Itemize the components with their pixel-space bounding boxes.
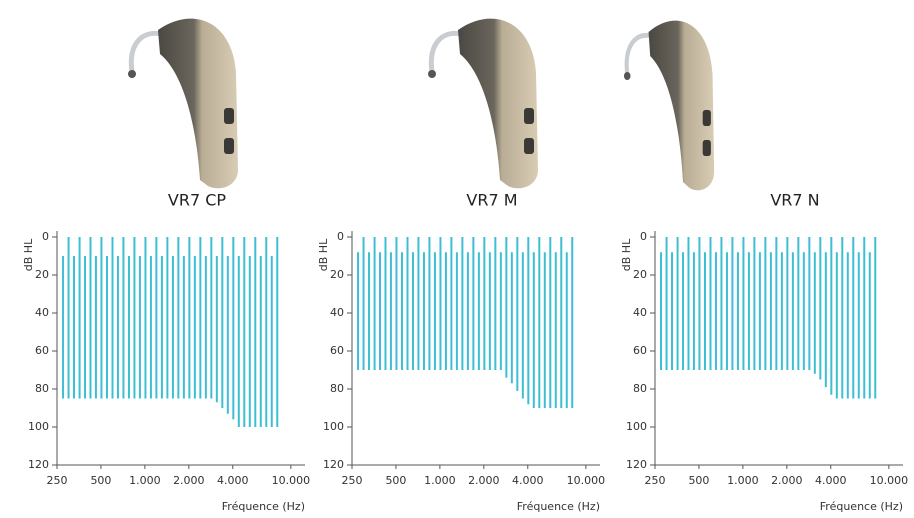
chart-title: VR7 N	[770, 191, 819, 210]
x-tick-label: 2.000	[468, 474, 500, 487]
x-tick-label: 250	[342, 474, 363, 487]
x-tick-label: 4.000	[815, 474, 847, 487]
y-tick-label: 20	[633, 268, 647, 281]
x-axis-label: Fréquence (Hz)	[820, 500, 903, 513]
y-tick-label: 0	[337, 230, 344, 243]
x-tick-label: 10.000	[870, 474, 909, 487]
x-axis-label: Fréquence (Hz)	[517, 500, 600, 513]
y-tick-label: 60	[330, 344, 344, 357]
x-tick-label: 10.000	[272, 474, 311, 487]
y-tick-label: 100	[28, 420, 49, 433]
y-tick-label: 60	[633, 344, 647, 357]
y-tick-label: 40	[35, 306, 49, 319]
y-tick-label: 100	[323, 420, 344, 433]
x-tick-label: 2.000	[173, 474, 205, 487]
y-tick-label: 120	[626, 458, 647, 471]
y-tick-label: 40	[330, 306, 344, 319]
y-tick-label: 120	[323, 458, 344, 471]
x-tick-label: 4.000	[512, 474, 544, 487]
y-tick-label: 80	[35, 382, 49, 395]
y-tick-label: 40	[633, 306, 647, 319]
x-tick-label: 250	[47, 474, 68, 487]
y-tick-label: 80	[633, 382, 647, 395]
product-image	[128, 19, 238, 189]
y-tick-label: 80	[330, 382, 344, 395]
x-tick-label: 4.000	[217, 474, 249, 487]
x-tick-label: 500	[688, 474, 709, 487]
y-tick-label: 120	[28, 458, 49, 471]
x-tick-label: 1.000	[727, 474, 759, 487]
y-axis-label: dB HL	[317, 238, 330, 271]
product-image	[624, 21, 714, 191]
y-tick-label: 60	[35, 344, 49, 357]
product-image	[428, 19, 538, 189]
y-tick-label: 0	[640, 230, 647, 243]
x-tick-label: 500	[385, 474, 406, 487]
y-axis-label: dB HL	[620, 238, 633, 271]
y-tick-label: 100	[626, 420, 647, 433]
chart-title: VR7 CP	[168, 191, 227, 210]
x-tick-label: 2.000	[771, 474, 803, 487]
x-tick-label: 1.000	[424, 474, 456, 487]
y-tick-label: 0	[42, 230, 49, 243]
x-tick-label: 1.000	[129, 474, 161, 487]
x-tick-label: 10.000	[567, 474, 606, 487]
chart-title: VR7 M	[466, 191, 517, 210]
y-tick-label: 20	[330, 268, 344, 281]
x-axis-label: Fréquence (Hz)	[222, 500, 305, 513]
y-axis-label: dB HL	[22, 238, 35, 271]
x-tick-label: 250	[645, 474, 666, 487]
x-tick-label: 500	[90, 474, 111, 487]
y-tick-label: 20	[35, 268, 49, 281]
